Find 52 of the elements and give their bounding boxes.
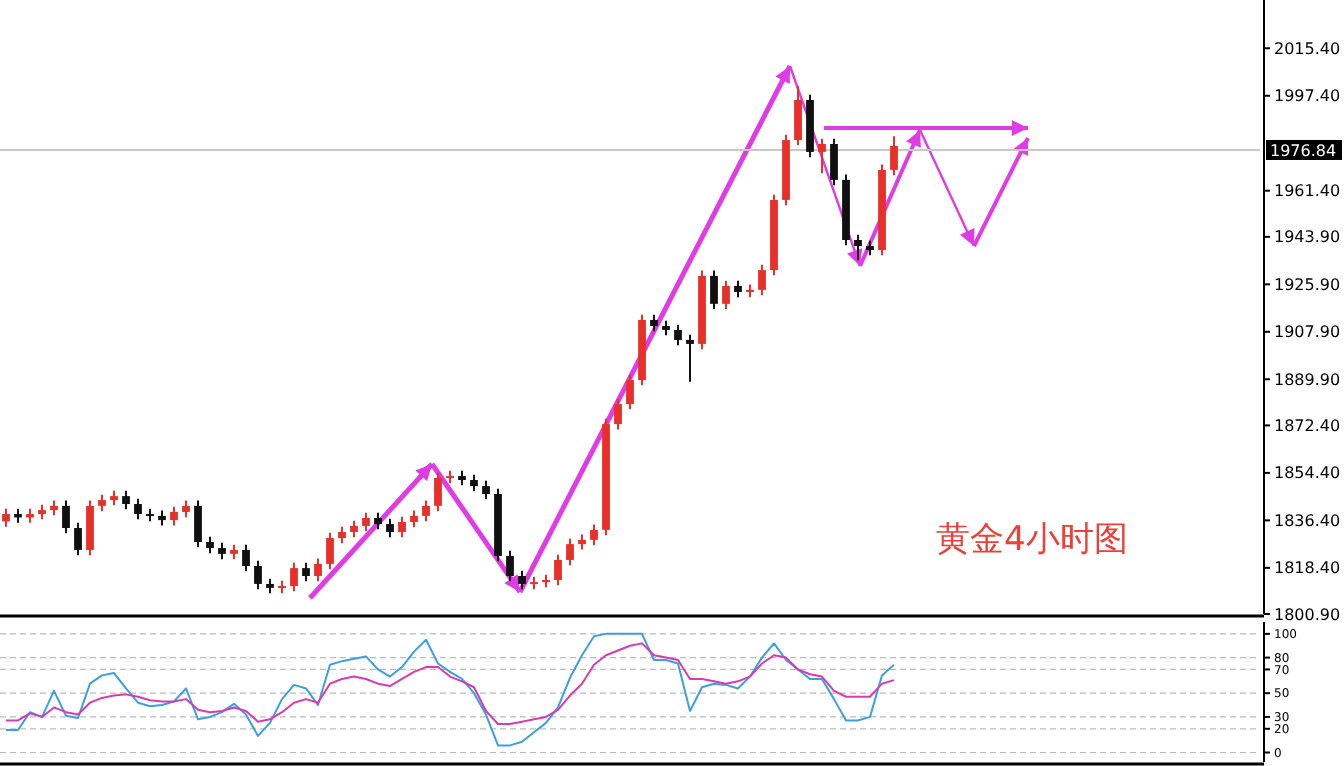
candlestick <box>614 397 622 431</box>
candlestick <box>422 499 430 523</box>
candlestick <box>314 557 322 583</box>
candlestick <box>74 521 82 557</box>
annotation: 黄金4小时图 <box>936 520 1128 560</box>
candlestick <box>830 137 838 187</box>
candlestick <box>62 499 70 535</box>
y-tick-label: 1800.90 <box>1274 605 1341 624</box>
candlestick <box>482 479 490 501</box>
candlestick <box>170 505 178 527</box>
candlestick <box>674 323 682 347</box>
y-tick-label: 1889.90 <box>1274 370 1341 389</box>
y-tick-label: 1872.40 <box>1274 417 1341 436</box>
candlestick <box>242 543 250 573</box>
line-series <box>5 632 895 747</box>
candlestick <box>302 561 310 583</box>
candlestick <box>386 517 394 539</box>
y-tick-label: 1997.40 <box>1274 87 1341 106</box>
candlestick <box>554 553 562 587</box>
candlestick <box>398 515 406 539</box>
candlestick <box>710 269 718 311</box>
candlestick <box>122 489 130 511</box>
candlestick <box>194 499 202 549</box>
line-series <box>5 642 895 726</box>
y-tick-label: 1961.40 <box>1274 182 1341 201</box>
candlestick <box>890 135 898 177</box>
candlestick <box>362 511 370 533</box>
candlestick <box>506 549 514 583</box>
candlestick <box>290 561 298 593</box>
y-tick-label: 1925.90 <box>1274 275 1341 294</box>
candlestick <box>254 559 262 591</box>
candlestick <box>86 499 94 557</box>
candlestick <box>818 137 826 175</box>
candlestick <box>326 531 334 571</box>
candlestick <box>590 523 598 547</box>
y-tick-label: 2015.40 <box>1274 39 1341 58</box>
y-tick-label: 1943.90 <box>1274 228 1341 247</box>
candlestick <box>854 233 862 262</box>
ref-line-label: 1976.84 <box>1270 141 1337 160</box>
candlestick <box>686 333 694 383</box>
candlestick <box>758 263 766 297</box>
candlestick <box>134 497 142 521</box>
candlestick <box>794 85 802 147</box>
candlestick <box>626 373 634 411</box>
y-tick-label: 1818.40 <box>1274 559 1341 578</box>
candlestick <box>434 471 442 513</box>
candlestick <box>722 279 730 311</box>
candlestick <box>566 537 574 567</box>
y-tick-label: 1854.40 <box>1274 464 1341 483</box>
y-tick-label: 1907.90 <box>1274 323 1341 342</box>
y-tick-label: 1836.40 <box>1274 511 1341 530</box>
candlestick <box>518 569 526 591</box>
